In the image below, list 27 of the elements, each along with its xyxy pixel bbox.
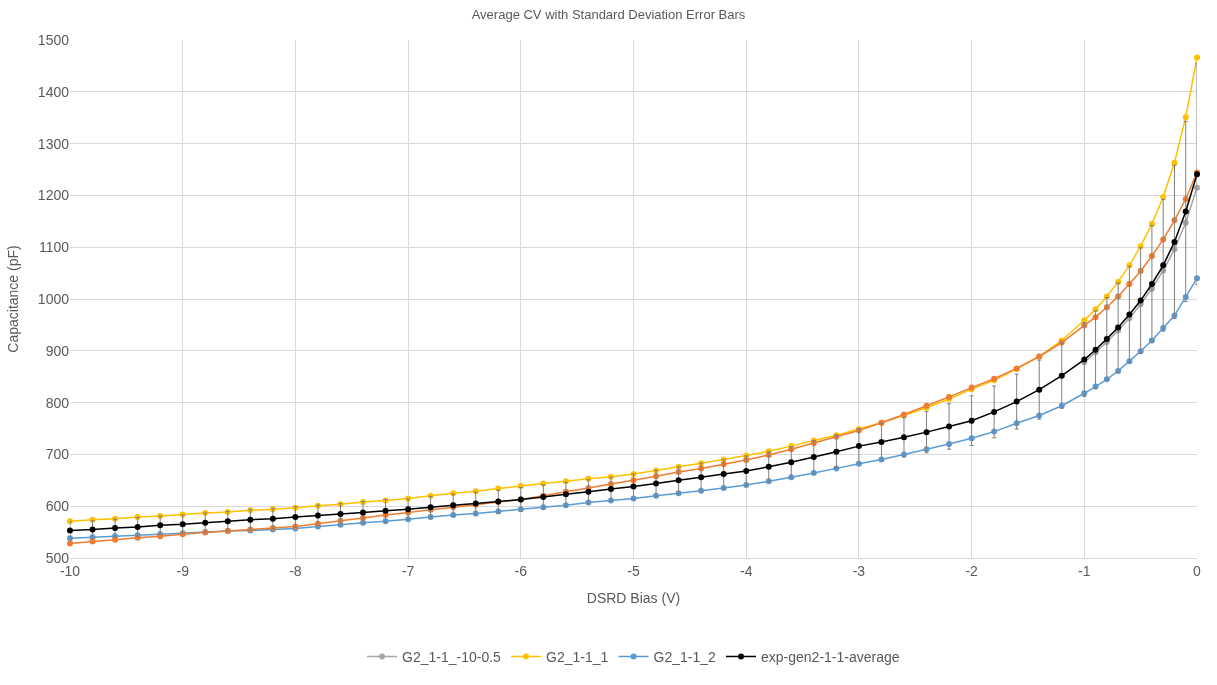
chart-title: Average CV with Standard Deviation Error Bars (471, 7, 746, 23)
x-tick-label: -2 (965, 562, 979, 579)
legend-label: G2_1-1_2 (653, 648, 717, 665)
y-tick-label: 1400 (37, 83, 70, 100)
legend-label: G2_1-1_-10-0.5 (402, 648, 502, 665)
y-axis-title: Capacitance (pF) (5, 245, 22, 353)
y-tick-label: 800 (45, 394, 70, 411)
x-tick-label: -8 (289, 562, 302, 579)
y-tick-label: 1300 (37, 135, 70, 152)
x-axis-title: DSRD Bias (V) (586, 590, 681, 607)
y-tick-label: 1100 (38, 239, 70, 256)
y-tick-label: 1000 (37, 290, 70, 307)
x-tick-label: -9 (176, 562, 190, 579)
x-tick-label: 0 (1193, 562, 1202, 579)
y-tick-label: 600 (45, 498, 70, 515)
y-tick-label: 1500 (37, 31, 70, 48)
y-tick-label: 700 (45, 446, 70, 463)
y-tick-label: 1200 (37, 187, 70, 204)
x-tick-label: -3 (852, 562, 866, 579)
x-tick-label: -1 (1078, 562, 1091, 579)
x-tick-label: -7 (401, 562, 415, 579)
legend-label: G2_1-1_1 (546, 648, 609, 665)
x-tick-label: -4 (739, 562, 753, 579)
x-tick-label: -6 (514, 562, 528, 579)
x-tick-label: -5 (627, 562, 640, 579)
y-tick-label: 900 (45, 342, 70, 359)
legend-label: exp-gen2-1-1-average (761, 648, 900, 665)
